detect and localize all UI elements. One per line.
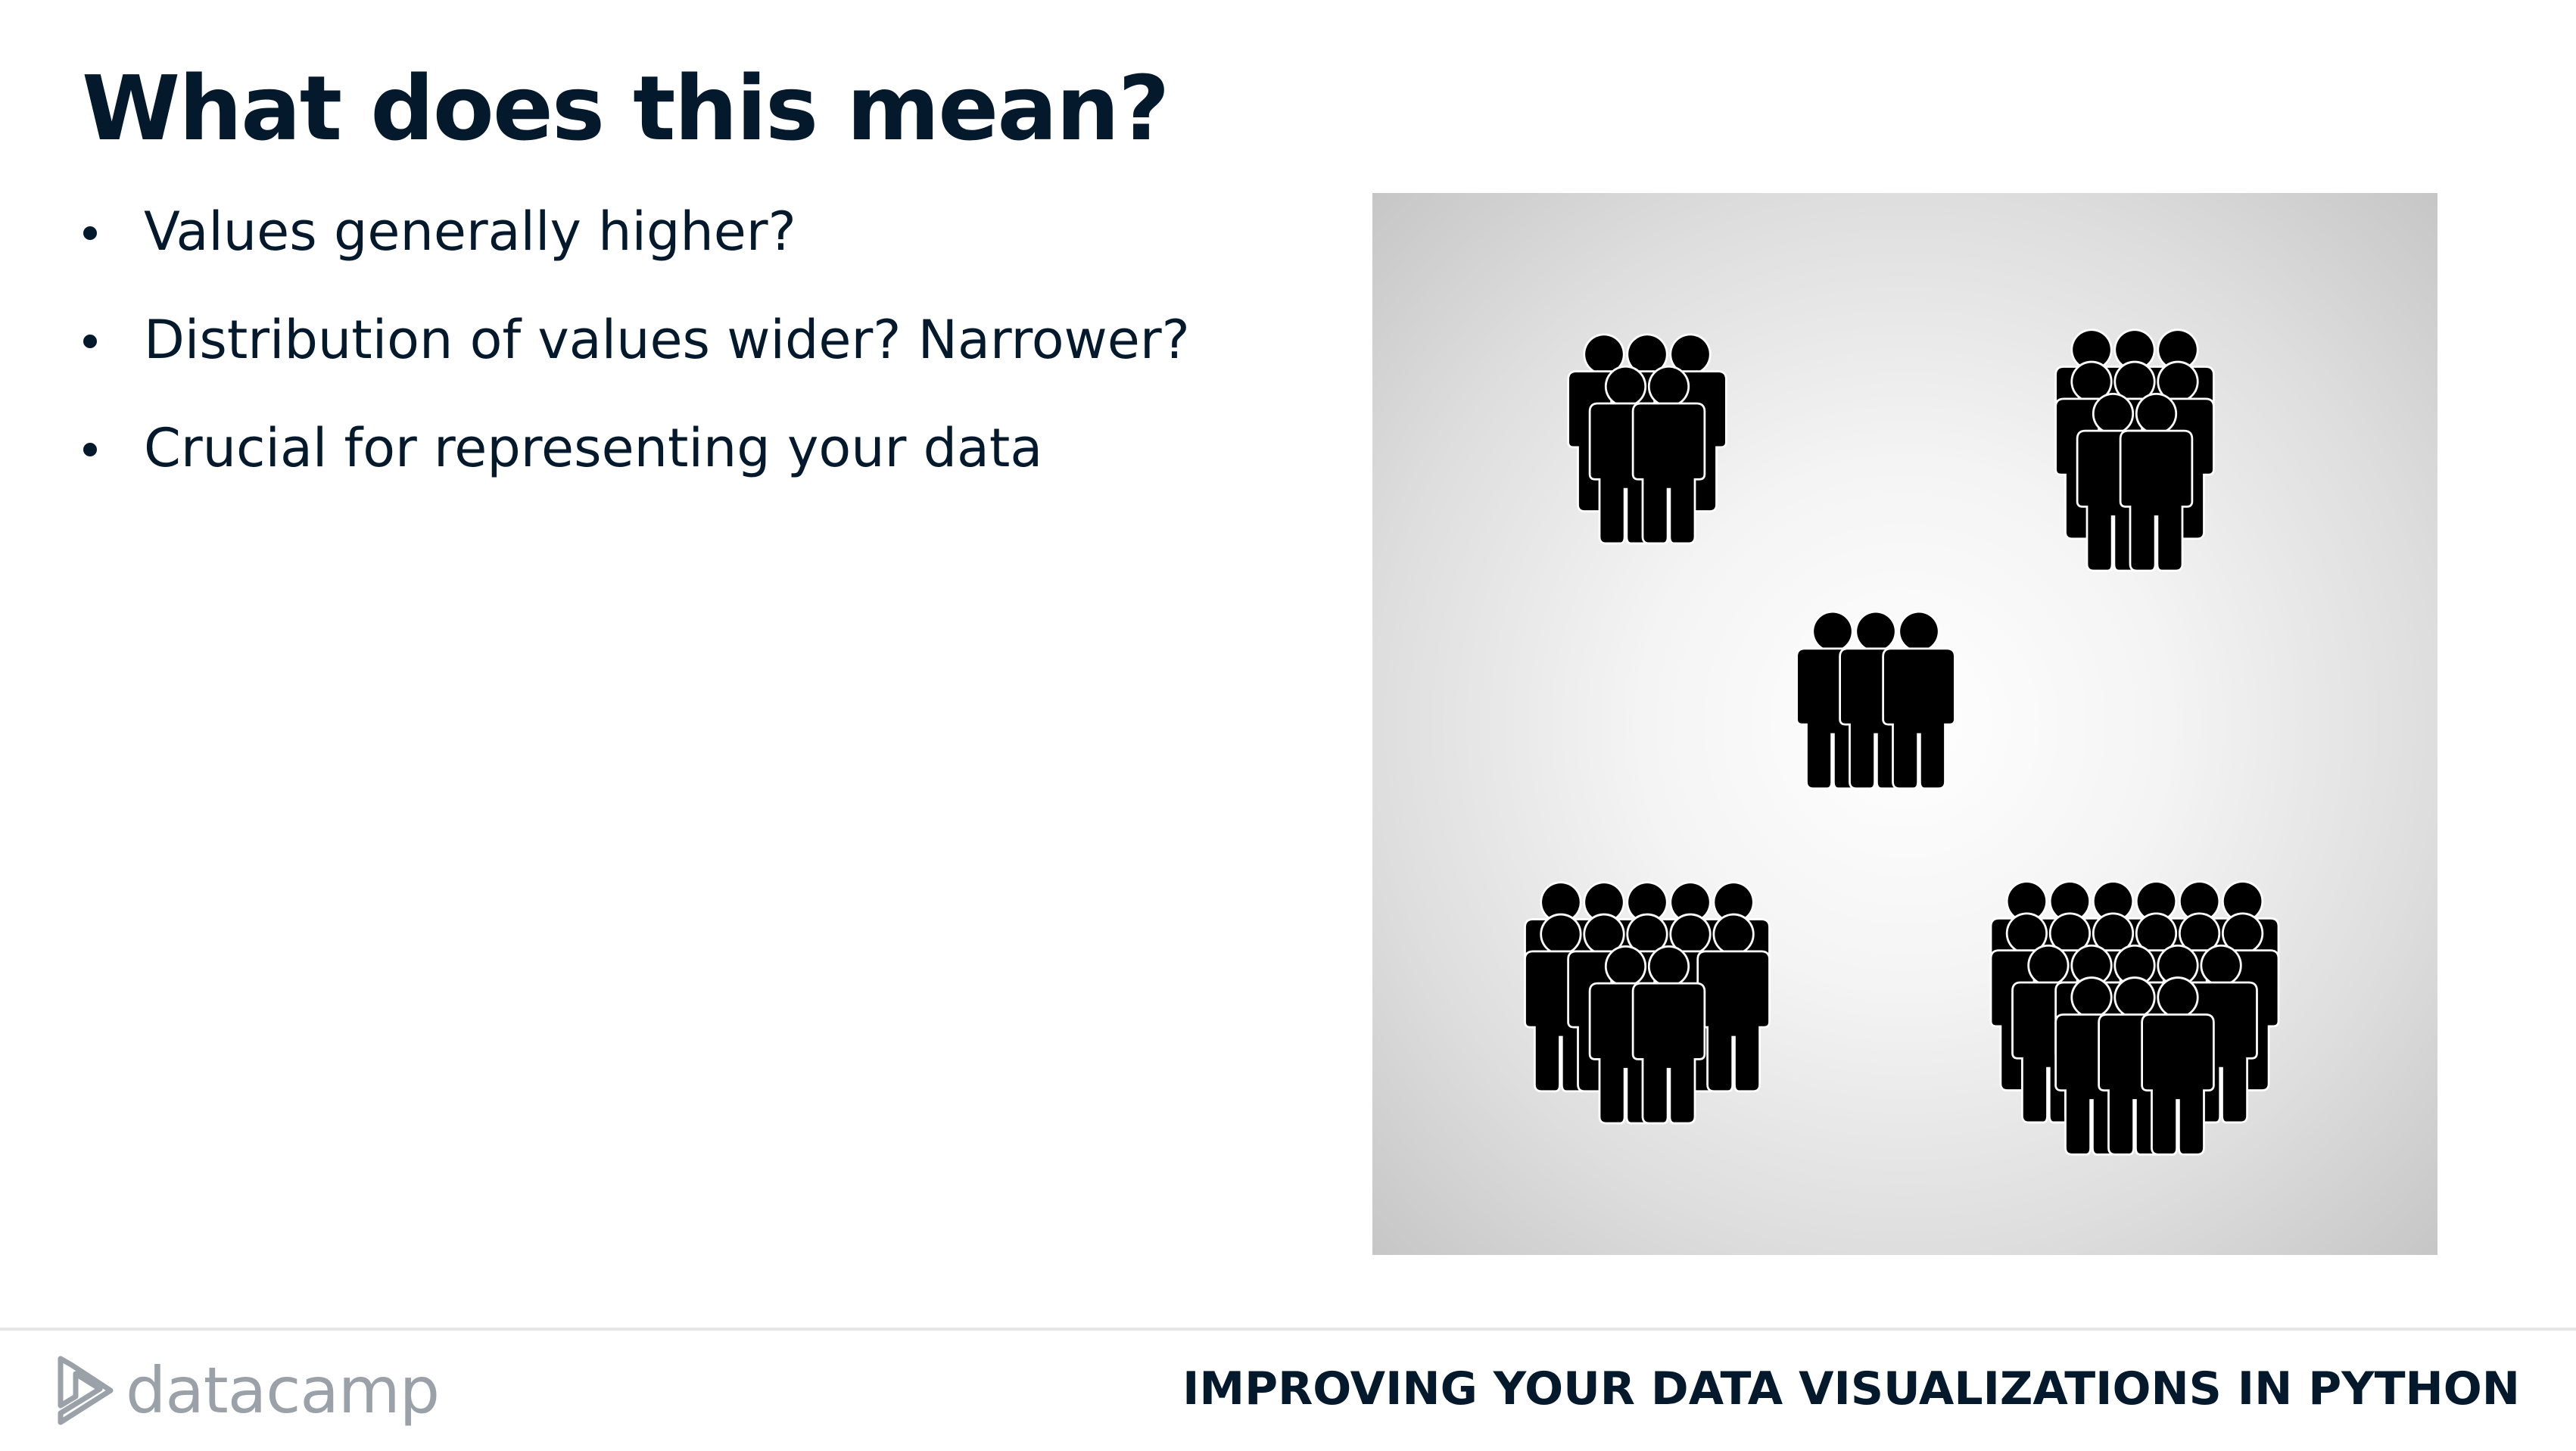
crowd-group xyxy=(1526,883,1768,1123)
crowd-group xyxy=(2057,331,2213,570)
crowd-group xyxy=(1798,612,1954,787)
logo-text: datacamp xyxy=(126,1353,440,1428)
bullet-text: Distribution of values wider? Narrower? xyxy=(144,309,1190,371)
datacamp-logo-icon xyxy=(58,1356,114,1425)
bullet-dot-icon xyxy=(83,443,97,456)
bullet-item: Crucial for representing your data xyxy=(82,407,1190,489)
bullet-text: Values generally higher? xyxy=(144,201,796,263)
bullet-text: Crucial for representing your data xyxy=(144,417,1043,479)
datacamp-logo: datacamp xyxy=(53,1349,440,1432)
footer-divider xyxy=(0,1328,2576,1331)
bullet-dot-icon xyxy=(83,335,97,348)
course-title: IMPROVING YOUR DATA VISUALIZATIONS IN PY… xyxy=(1182,1362,2520,1415)
bullet-item: Distribution of values wider? Narrower? xyxy=(82,299,1190,381)
crowd-groups-icon xyxy=(1372,193,2437,1255)
bullet-item: Values generally higher? xyxy=(82,191,1190,272)
bullet-dot-icon xyxy=(83,226,97,240)
crowd-groups-illustration xyxy=(1372,193,2437,1255)
bullet-list: Values generally higher? Distribution of… xyxy=(82,191,1190,515)
crowd-group xyxy=(1569,335,1725,542)
slide-title: What does this mean? xyxy=(82,56,1170,160)
crowd-group xyxy=(1992,883,2277,1154)
